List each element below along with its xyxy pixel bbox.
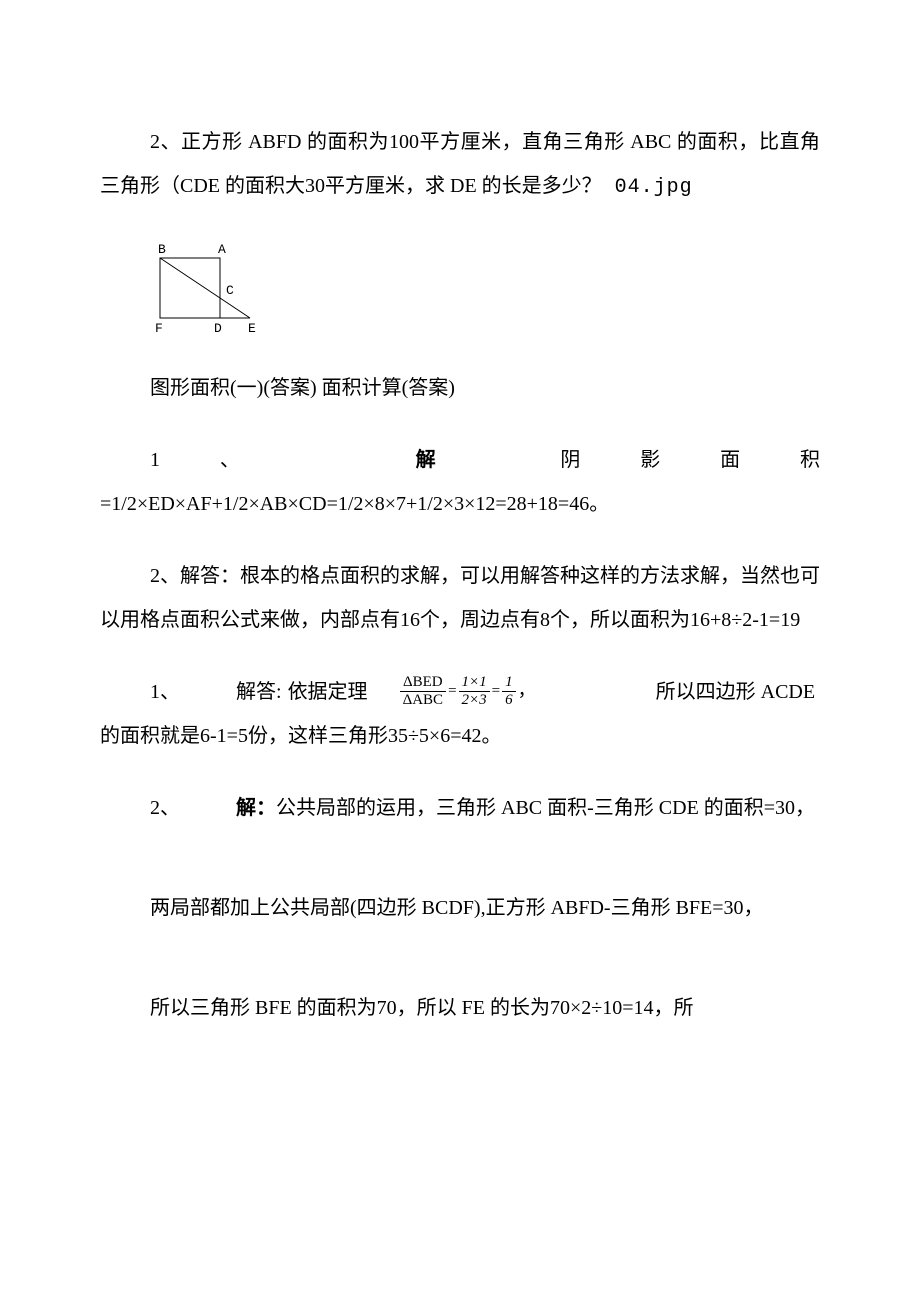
answer-1-calc: 1、解 阴影面积=1/2×ED×AF+1/2×AB×CD=1/2×8×7+1/2…: [100, 438, 820, 526]
answers-heading: 图形面积(一)(答案) 面积计算(答案): [100, 366, 820, 410]
geometry-diagram: B A C F D E: [140, 238, 820, 338]
label-F: F: [155, 321, 163, 336]
a1b-label: 解答:: [236, 670, 282, 714]
answer-2-final: 所以三角形 BFE 的面积为70，所以 FE 的长为70×2÷10=14，所: [100, 986, 820, 1030]
answer-1-theorem: 1、 解答: 依据定理 ΔBEDΔABC=1×12×3=16， 所以四边形 ACD…: [100, 670, 820, 758]
ratio-formula: ΔBEDΔABC=1×12×3=16，: [400, 668, 536, 712]
label-A: A: [218, 242, 226, 257]
p1-filename: 04.jpg: [602, 176, 693, 199]
answer-2-common: 2、 解：公共局部的运用，三角形 ABC 面积-三角形 CDE 的面积=30，: [100, 786, 820, 830]
a2-num: 2、: [150, 797, 180, 819]
label-D: D: [214, 321, 222, 336]
paragraph-problem-2: 2、正方形 ABFD 的面积为100平方厘米，直角三角形 ABC 的面积，比直角…: [100, 120, 820, 210]
a1b-post-tail: 的面积就是6-1=5份，这样三角形35÷5×6=42。: [100, 714, 820, 758]
label-E: E: [248, 321, 256, 336]
a2-text: 公共局部的运用，三角形 ABC 面积-三角形 CDE 的面积=30，: [276, 797, 815, 819]
a1b-num: 1、: [150, 670, 180, 714]
a1-label: 解: [356, 449, 496, 471]
a1-num: 1、: [150, 449, 300, 471]
answer-2-continued: 两局部都加上公共局部(四边形 BCDF),正方形 ABFD-三角形 BFE=30…: [100, 886, 820, 930]
a2-label: 解：: [236, 797, 276, 819]
square-triangle-svg: B A C F D E: [140, 238, 290, 338]
answer-2-grid: 2、解答：根本的格点面积的求解，可以用解答种这样的方法求解，当然也可以用格点面积…: [100, 554, 820, 642]
a1b-post-head: 所以四边形 ACDE: [656, 670, 815, 714]
a1b-pre: 依据定理: [288, 670, 368, 714]
label-C: C: [226, 283, 234, 298]
p1-text: 2、正方形 ABFD 的面积为100平方厘米，直角三角形 ABC 的面积，比直角…: [100, 131, 820, 197]
label-B: B: [158, 242, 166, 257]
